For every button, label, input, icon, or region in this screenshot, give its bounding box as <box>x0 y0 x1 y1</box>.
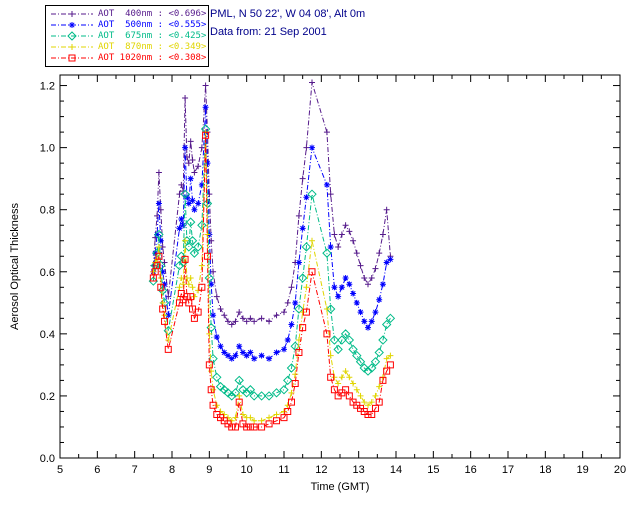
x-tick-label: 10 <box>241 464 253 476</box>
series-markers <box>150 79 394 328</box>
station-location-text: PML, N 50 22', W 04 08', Alt 0m <box>210 8 366 20</box>
x-tick-label: 12 <box>315 464 327 476</box>
axes: 5 6 7 8 9 10 11 12 13 14 15 16 17 18 19 200.00.20.40.60… <box>9 74 626 493</box>
x-tick-label: 20 <box>614 464 626 476</box>
x-axis: 5 6 7 8 9 10 11 12 13 14 15 16 17 18 19 20 <box>57 75 626 476</box>
x-tick-label: 11 <box>278 464 289 476</box>
plot-frame <box>59 74 621 459</box>
x-tick-label: 7 <box>132 464 138 476</box>
series-aot-870nm <box>150 129 394 424</box>
legend-line-sample <box>51 43 93 50</box>
header-block: PML, N 50 22', W 04 08', Alt 0m Data fro… <box>210 5 365 41</box>
x-tick-label: 18 <box>539 464 551 476</box>
legend-line-sample <box>51 30 93 41</box>
y-axis-title: Aerosol Optical Thickness <box>9 203 21 330</box>
series-line <box>152 132 391 422</box>
legend-item: AOT 500nm : <0.555> <box>50 19 207 30</box>
y-axis: 0.0 0.2 0.4 0.6 0.8 1.0 1.2 <box>40 81 620 465</box>
x-tick-label: 14 <box>390 464 402 476</box>
legend-item: AOT 400nm : <0.696> <box>50 8 207 19</box>
series-aot-1020nm <box>149 131 394 431</box>
x-tick-label: 5 <box>57 464 63 476</box>
series-markers <box>149 131 394 431</box>
series-markers <box>148 124 396 401</box>
x-tick-label: 13 <box>353 464 365 476</box>
x-tick-label: 9 <box>206 464 212 476</box>
x-tick-label: 15 <box>427 464 439 476</box>
y-tick-label: 1.0 <box>40 143 55 155</box>
x-tick-label: 19 <box>577 464 589 476</box>
x-tick-label: 17 <box>502 464 514 476</box>
series-aot-675nm <box>148 124 396 401</box>
series-line <box>152 135 391 428</box>
data-date-text: Data from: 21 Sep 2001 <box>210 26 327 38</box>
y-tick-label: 1.2 <box>40 81 55 93</box>
series-aot-400nm <box>150 79 394 328</box>
x-tick-label: 6 <box>94 464 100 476</box>
x-tick-label: 8 <box>169 464 175 476</box>
series-markers <box>150 129 394 424</box>
x-axis-title: Time (GMT) <box>311 481 370 493</box>
series-line <box>152 107 391 360</box>
legend-line-sample <box>51 54 93 61</box>
legend-item-label: AOT 400nm : <0.696> <box>98 8 207 19</box>
legend-item: AOT 1020nm : <0.308> <box>50 52 207 63</box>
legend-line-sample <box>51 10 93 17</box>
legend-item-label: AOT 1020nm : <0.308> <box>98 52 207 63</box>
y-tick-label: 0.4 <box>40 329 55 341</box>
legend-item: AOT 675nm : <0.425> <box>50 30 207 41</box>
x-tick-label: 16 <box>465 464 477 476</box>
legend-item-label: AOT 500nm : <0.555> <box>98 19 207 30</box>
legend: AOT 400nm : <0.696> AOT 500nm : <0.555> … <box>45 5 209 67</box>
y-tick-label: 0.0 <box>40 453 55 465</box>
legend-item-label: AOT 870nm : <0.349> <box>98 41 207 52</box>
legend-item-label: AOT 675nm : <0.425> <box>98 30 207 41</box>
series-line <box>152 82 391 326</box>
legend-item: AOT 870nm : <0.349> <box>50 41 207 52</box>
legend-line-sample <box>51 21 93 28</box>
y-tick-label: 0.6 <box>40 267 55 279</box>
y-tick-label: 0.2 <box>40 391 55 403</box>
y-tick-label: 0.8 <box>40 205 55 217</box>
